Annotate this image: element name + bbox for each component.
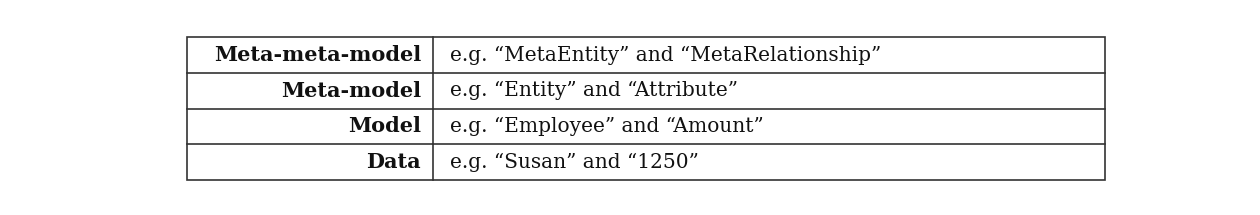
Text: Meta-model: Meta-model [281,81,421,101]
Text: e.g. “MetaEntity” and “MetaRelationship”: e.g. “MetaEntity” and “MetaRelationship” [450,46,882,65]
Text: Data: Data [367,152,421,172]
Text: e.g. “Employee” and “Amount”: e.g. “Employee” and “Amount” [450,117,764,136]
Text: e.g. “Susan” and “1250”: e.g. “Susan” and “1250” [450,152,699,172]
Text: Meta-meta-model: Meta-meta-model [214,45,421,65]
Bar [186,37,1105,180]
Text: Model: Model [348,116,421,136]
Text: e.g. “Entity” and “Attribute”: e.g. “Entity” and “Attribute” [450,81,738,100]
